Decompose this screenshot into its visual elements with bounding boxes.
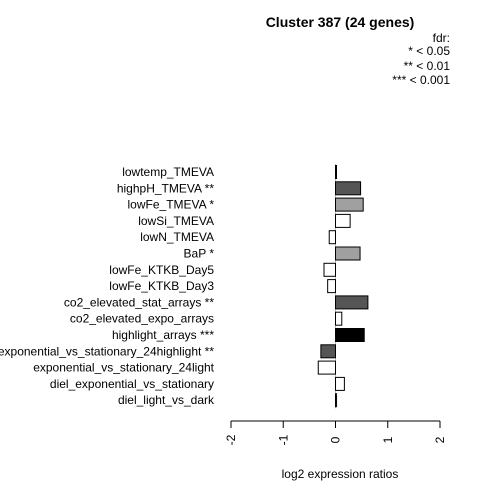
legend-title: fdr: bbox=[433, 31, 450, 45]
bar bbox=[335, 181, 362, 196]
x-tick-label: 2 bbox=[433, 436, 447, 443]
legend-item-3: *** < 0.001 bbox=[392, 73, 450, 87]
bar bbox=[335, 311, 343, 326]
bar bbox=[335, 165, 337, 179]
bar bbox=[327, 279, 337, 294]
chart-title: Cluster 387 (24 genes) bbox=[266, 14, 415, 30]
bar bbox=[335, 246, 361, 261]
bar bbox=[335, 197, 364, 212]
category-label: highpH_TMEVA ** bbox=[117, 181, 214, 195]
bar bbox=[335, 295, 369, 310]
bar bbox=[317, 360, 337, 375]
category-label: co2_elevated_stat_arrays ** bbox=[64, 295, 214, 309]
x-tick-label: -1 bbox=[276, 434, 290, 445]
x-tick-label: 1 bbox=[381, 436, 395, 443]
bar bbox=[335, 393, 338, 408]
bar bbox=[335, 376, 345, 391]
legend-item-2: ** < 0.01 bbox=[404, 59, 451, 73]
category-label: lowtemp_TMEVA bbox=[122, 165, 214, 179]
category-label: lowN_TMEVA bbox=[140, 230, 214, 244]
category-label: BaP * bbox=[184, 247, 215, 261]
bar bbox=[335, 328, 365, 342]
category-label: diel_exponential_vs_stationary bbox=[50, 377, 214, 391]
legend-item-1: * < 0.05 bbox=[408, 44, 450, 58]
x-tick-label: 0 bbox=[329, 436, 343, 443]
category-label: lowSi_TMEVA bbox=[138, 214, 214, 228]
bar bbox=[328, 230, 337, 245]
category-label: diel_light_vs_dark bbox=[118, 393, 215, 407]
x-tick-label: -2 bbox=[224, 434, 238, 445]
bar bbox=[320, 344, 336, 359]
bar bbox=[323, 262, 337, 277]
category-label: highlight_arrays *** bbox=[112, 328, 214, 342]
category-label: exponential_vs_stationary_24light bbox=[33, 361, 214, 375]
plot-area: lowtemp_TMEVA highpH_TMEVA ** lowFe_TMEVA … bbox=[0, 164, 447, 445]
category-label: lowFe_KTKB_Day3 bbox=[109, 279, 214, 293]
x-axis-label: log2 expression ratios bbox=[282, 467, 399, 481]
category-label: exponential_vs_stationary_24highlight ** bbox=[0, 344, 214, 358]
category-label: lowFe_TMEVA * bbox=[128, 198, 215, 212]
category-label: lowFe_KTKB_Day5 bbox=[109, 263, 214, 277]
bar bbox=[335, 213, 351, 228]
category-label: co2_elevated_expo_arrays bbox=[70, 312, 214, 326]
